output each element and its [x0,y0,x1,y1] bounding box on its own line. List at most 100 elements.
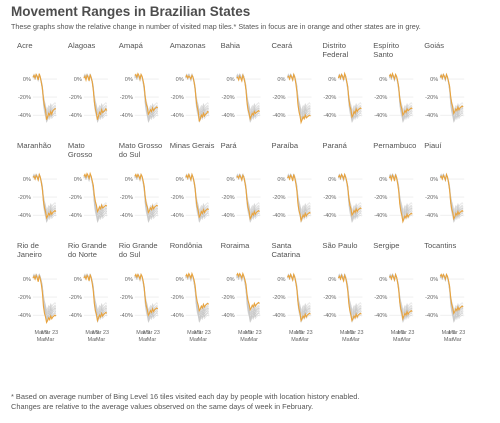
y-tick-label: -40% [120,213,133,219]
x-tick-label: Mar 23 [245,330,262,336]
series-line-focus [337,273,362,323]
panel-title-line: do Sul [119,150,141,159]
panel-title: Tocantins [424,241,456,250]
y-tick-label: -40% [222,213,235,219]
panel-minas-gerais: Minas Gerais 0% -20% -40% [170,141,215,224]
y-tick-label: -40% [374,213,387,219]
x-tick-label: Mar [300,337,309,343]
panel-title-line: Rio Grande [68,241,107,250]
panel-title-line: Paraná [322,141,347,150]
x-tick-label: Mar [393,337,402,343]
panel-title: Mato Grosso [68,141,92,159]
x-tick-label: Mar [240,337,249,343]
y-tick-label: -40% [425,313,438,319]
series-line-focus [32,73,56,120]
panel-title-line: Santa [272,241,293,250]
y-tick-label: -20% [120,295,133,301]
panel-title: Ceará [272,41,293,50]
series-line-other [185,72,209,111]
series-line-focus [439,273,464,315]
y-tick-label: -20% [272,95,285,101]
series-line-focus [83,73,108,120]
series-line-focus [32,273,57,324]
series-line-focus [388,272,413,321]
x-tick-label: Mar 23 [41,330,58,336]
series-line-other [32,272,57,311]
y-tick-label: -20% [272,295,285,301]
series-line-other [287,172,311,211]
panel-title: Mato Grosso do Sul [119,141,162,159]
y-tick-label: -20% [120,195,133,201]
x-tick-label: Mar 23 [143,330,160,336]
panel-acre: Acre 0% -20% -40% [17,41,57,124]
y-tick-label: -40% [171,313,184,319]
y-tick-label: -40% [323,213,336,219]
panel-title-line: Rio Grande [119,241,158,250]
series-line-other [134,73,158,120]
x-tick-label: Mar 23 [194,330,211,336]
series-line-other [236,273,260,320]
panel-title-line: Alagoas [68,41,96,50]
series-line-other [236,73,260,114]
panel-title-line: Piauí [424,141,442,150]
panel-maranhão: Maranhão 0% -20% -40% [17,141,57,224]
series-line-other [134,174,158,222]
y-tick-label: -20% [425,295,438,301]
panel-title: Rio de Janeiro [17,241,42,259]
panel-title-line: Tocantins [424,241,456,250]
y-tick-label: -20% [18,95,31,101]
panel-title: Rondônia [170,241,203,250]
y-tick-label: -20% [222,95,235,101]
panel-title-line: Distrito [322,41,346,50]
x-tick-label: Mar [138,337,147,343]
series-line-focus [236,173,260,221]
panel-title-line: Mato [68,141,85,150]
y-tick-label: 0% [227,277,235,283]
y-tick-label: -40% [272,213,285,219]
panel-amapá: Amapá 0% -20% -40% [119,41,159,124]
x-tick-label: Mar 23 [92,330,109,336]
y-tick-label: -40% [374,313,387,319]
series-line-other [389,272,413,311]
series-line-other [338,174,362,222]
panel-title-line: Rio de [17,241,39,250]
panel-paraíba: Paraíba 0% -20% -40% [272,141,312,224]
panel-title: Bahia [221,41,241,50]
y-tick-label: 0% [176,177,184,183]
series-line-other [83,272,108,311]
panel-goiás: Goiás 0% -20% -40% [424,41,465,124]
panel-title-line: Janeiro [17,250,42,259]
series-line-other [440,74,464,122]
panel-title: Distrito Federal [322,41,348,59]
panel-title-line: Roraima [221,241,250,250]
x-tick-label: Mar 23 [296,330,313,336]
panel-title-line: Federal [322,50,348,59]
y-tick-label: -20% [425,195,438,201]
chart-subtitle: These graphs show the relative change in… [11,22,421,31]
y-tick-label: 0% [430,177,438,183]
x-tick-label: Mar [401,337,410,343]
panel-mato-grosso: Mato Grosso 0% -20% -40% [68,141,108,224]
x-tick-label: Mar 23 [398,330,415,336]
panel-title: Espírito Santo [373,41,399,59]
panel-title-line: Espírito [373,41,399,50]
y-tick-label: -40% [69,313,82,319]
series-line-other [338,74,362,122]
series-line-focus [388,173,413,224]
panel-title: Alagoas [68,41,96,50]
series-line-focus [134,273,159,317]
x-tick-label: Mar 9 [187,330,201,336]
panel-title-line: Paraíba [272,141,299,150]
panel-title: Minas Gerais [170,141,215,150]
y-tick-label: 0% [176,77,184,83]
series-line-focus [236,271,260,312]
panel-title: Paraíba [272,141,299,150]
